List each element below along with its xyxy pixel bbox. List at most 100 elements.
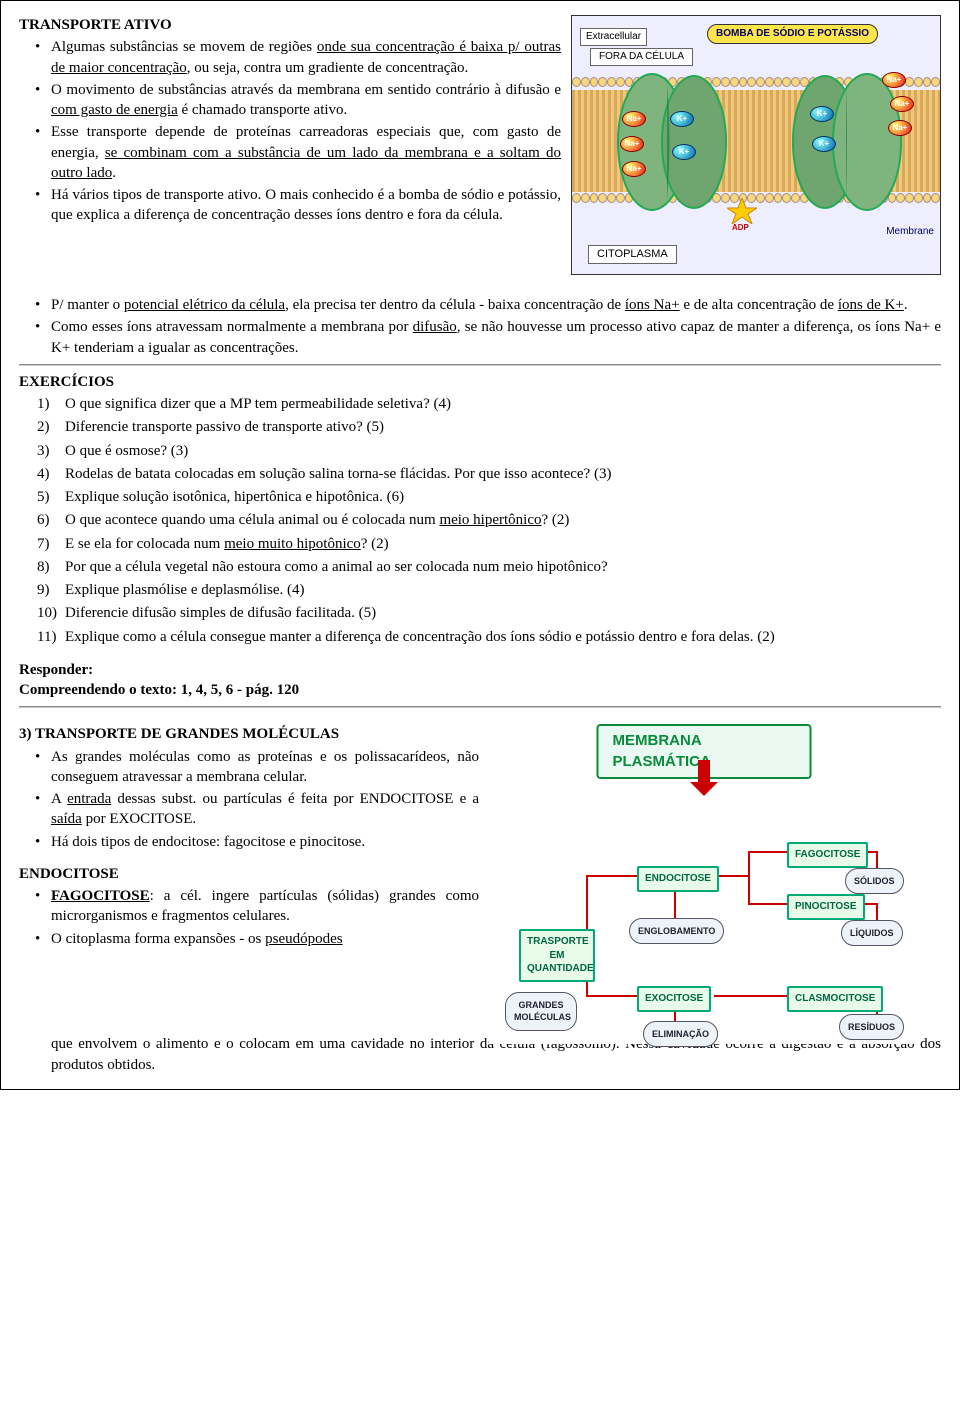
- text: é chamado transporte ativo.: [178, 102, 348, 118]
- text: dessas subst. ou partículas é feita por …: [111, 791, 479, 807]
- text-underline: potencial elétrico da célula: [124, 297, 285, 313]
- text-underline: com gasto de energia: [51, 102, 178, 118]
- text-underline: saída: [51, 811, 82, 827]
- cloud-solidos: SÓLIDOS: [845, 868, 904, 894]
- section1-text: TRANSPORTE ATIVO Algumas substâncias se …: [19, 15, 561, 275]
- text-underline: se combinam com a substância de um lado …: [51, 145, 561, 181]
- text: O que acontece quando uma célula animal …: [65, 512, 439, 528]
- text: P/ manter o: [51, 297, 124, 313]
- figure-sodium-pump-container: BOMBA DE SÓDIO E POTÁSSIO Extracellular …: [571, 15, 941, 275]
- fig1-banner: BOMBA DE SÓDIO E POTÁSSIO: [707, 24, 878, 44]
- s1b-bullet-2: Como esses íons atravessam normalmente a…: [51, 317, 941, 358]
- section1b-bullets: P/ manter o potencial elétrico da célula…: [19, 295, 941, 358]
- figure-sodium-pump: BOMBA DE SÓDIO E POTÁSSIO Extracellular …: [571, 15, 941, 275]
- text: .: [904, 297, 908, 313]
- exercise-item: 10)Diferencie difusão simples de difusão…: [65, 603, 941, 623]
- figure-membrane-flowchart: MEMBRANA PLASMÁTICA TRASPORTE EM QUANTID…: [489, 724, 919, 1044]
- node-exocitose: EXOCITOSE: [637, 986, 711, 1012]
- text: O que significa dizer que a MP tem perme…: [65, 396, 451, 412]
- exercise-item: 11)Explique como a célula consegue mante…: [65, 627, 941, 647]
- s3-bullet-1: As grandes moléculas como as proteínas e…: [51, 747, 479, 788]
- text: Diferencie transporte passivo de transpo…: [65, 419, 384, 435]
- spacer: [19, 275, 941, 295]
- text-underline: difusão: [413, 319, 457, 335]
- exercises-list: 1)O que significa dizer que a MP tem per…: [19, 394, 941, 647]
- text: , ela precisa ter dentro da célula - bai…: [285, 297, 625, 313]
- text-underline: meio hipertônico: [439, 512, 541, 528]
- text: .: [112, 165, 116, 181]
- text: Por que a célula vegetal não estoura com…: [65, 559, 608, 575]
- fig1-label-membrane: Membrane: [886, 225, 934, 239]
- responder-label: Responder:: [19, 660, 941, 680]
- s1b-bullet-1: P/ manter o potencial elétrico da célula…: [51, 295, 941, 315]
- cloud-liquidos: LÍQUIDOS: [841, 920, 903, 946]
- text: Explique solução isotônica, hipertônica …: [65, 489, 404, 505]
- endo-bullet-2: O citoplasma forma expansões - os pseudó…: [51, 929, 479, 949]
- fig1-label-fora: FORA DA CÉLULA: [590, 48, 693, 66]
- text-underline: pseudópodes: [265, 931, 343, 947]
- section1-title: TRANSPORTE ATIVO: [19, 15, 561, 35]
- text: , ou seja, contra um gradiente de concen…: [187, 60, 469, 76]
- section1-bullets: Algumas substâncias se movem de regiões …: [19, 37, 561, 225]
- exercise-item: 7)E se ela for colocada num meio muito h…: [65, 534, 941, 554]
- ion-k: K+: [812, 136, 836, 152]
- s1-bullet-4: Há vários tipos de transporte ativo. O m…: [51, 185, 561, 226]
- adp-label: ADP: [732, 223, 749, 234]
- fig1-label-citoplasma: CITOPLASMA: [588, 245, 677, 264]
- figure-flowchart-container: MEMBRANA PLASMÁTICA TRASPORTE EM QUANTID…: [489, 724, 919, 1044]
- text-underline-bold: FAGOCITOSE: [51, 888, 150, 904]
- s1-bullet-2: O movimento de substâncias através da me…: [51, 80, 561, 121]
- exercise-item: 1)O que significa dizer que a MP tem per…: [65, 394, 941, 414]
- spacer: [19, 714, 941, 724]
- exercise-item: 2)Diferencie transporte passivo de trans…: [65, 417, 941, 437]
- ion-na: Na+: [620, 136, 644, 152]
- text: ? (2): [361, 536, 389, 552]
- text: Explique plasmólise e deplasmólise. (4): [65, 582, 305, 598]
- text-underline: íons Na+: [625, 297, 680, 313]
- endocitose-title: ENDOCITOSE: [19, 864, 479, 884]
- divider: [19, 364, 941, 366]
- text: por EXOCITOSE.: [82, 811, 196, 827]
- spacer: [19, 854, 479, 864]
- text: Explique como a célula consegue manter a…: [65, 629, 775, 645]
- ion-k: K+: [670, 111, 694, 127]
- spacer: [19, 650, 941, 660]
- ion-na: Na+: [622, 161, 646, 177]
- fig1-label-extracellular: Extracellular: [580, 28, 647, 46]
- text: O movimento de substâncias através da me…: [51, 82, 561, 98]
- section3-text: 3) TRANSPORTE DE GRANDES MOLÉCULAS As gr…: [19, 724, 479, 1044]
- cloud-englobamento: ENGLOBAMENTO: [629, 918, 724, 944]
- node-clasmocitose: CLASMOCITOSE: [787, 986, 883, 1012]
- responder-text: Compreendendo o texto: 1, 4, 5, 6 - pág.…: [19, 680, 941, 700]
- cloud-residuos: RESÍDUOS: [839, 1014, 904, 1040]
- exercise-item: 5)Explique solução isotônica, hipertônic…: [65, 487, 941, 507]
- s1-bullet-1: Algumas substâncias se movem de regiões …: [51, 37, 561, 78]
- text: Como esses íons atravessam normalmente a…: [51, 319, 413, 335]
- text: O citoplasma forma expansões - os: [51, 931, 265, 947]
- endocitose-bullets: FAGOCITOSE: a cél. ingere partículas (só…: [19, 886, 479, 949]
- node-pinocitose: PINOCITOSE: [787, 894, 865, 920]
- s3-bullet-3: Há dois tipos de endocitose: fagocitose …: [51, 832, 479, 852]
- text: O que é osmose? (3): [65, 443, 188, 459]
- section3-title: 3) TRANSPORTE DE GRANDES MOLÉCULAS: [19, 724, 479, 744]
- endo-bullet-1: FAGOCITOSE: a cél. ingere partículas (só…: [51, 886, 479, 927]
- text: Diferencie difusão simples de difusão fa…: [65, 605, 376, 621]
- text: Rodelas de batata colocadas em solução s…: [65, 466, 611, 482]
- ion-k: K+: [672, 144, 696, 160]
- text: ? (2): [542, 512, 570, 528]
- text-underline: íons de K+: [838, 297, 904, 313]
- text: E se ela for colocada num: [65, 536, 224, 552]
- section3-bullets: As grandes moléculas como as proteínas e…: [19, 747, 479, 852]
- text: A: [51, 791, 67, 807]
- node-transporte: TRASPORTE EM QUANTIDADE: [519, 929, 595, 982]
- divider: [19, 706, 941, 708]
- text: e de alta concentração de: [680, 297, 838, 313]
- text: Algumas substâncias se movem de regiões: [51, 39, 317, 55]
- exercise-item: 8)Por que a célula vegetal não estoura c…: [65, 557, 941, 577]
- section-grandes-moleculas: 3) TRANSPORTE DE GRANDES MOLÉCULAS As gr…: [19, 724, 941, 1044]
- text-underline: meio muito hipotônico: [224, 536, 361, 552]
- s3-bullet-2: A entrada dessas subst. ou partículas é …: [51, 789, 479, 830]
- ion-na: Na+: [890, 96, 914, 112]
- cloud-grandes: GRANDES MOLÉCULAS: [505, 992, 577, 1030]
- ion-na: Na+: [622, 111, 646, 127]
